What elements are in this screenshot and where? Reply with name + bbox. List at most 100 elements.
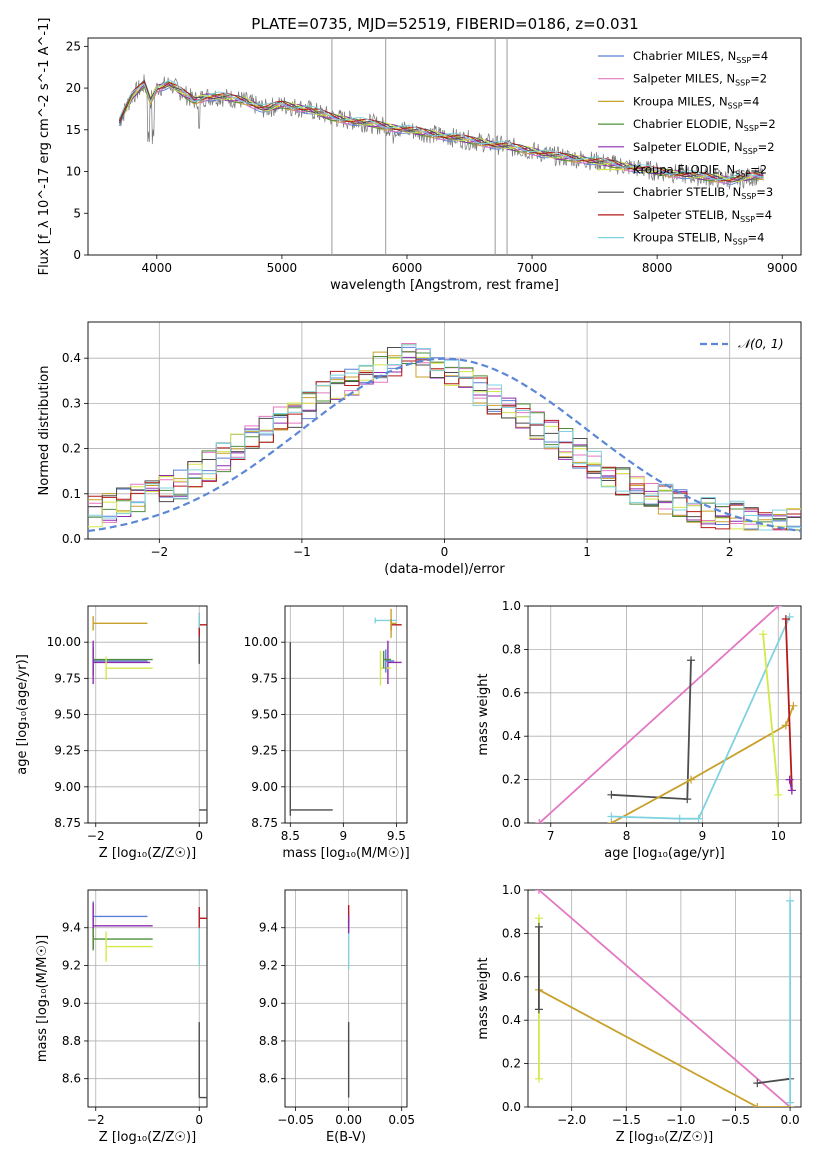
y-tick-label: 10.00 <box>47 635 81 649</box>
model-line <box>118 83 764 182</box>
legend-label: Chabrier ELODIE, NSSP=2 <box>633 117 776 133</box>
y-tick-label: 9.25 <box>54 744 81 758</box>
x-tick-label: −2 <box>87 829 105 843</box>
y-tick-label: 25 <box>66 39 81 53</box>
y-tick-label: 9.2 <box>62 958 81 972</box>
age-vs-metallicity-panel: −2 0 8.75 9.00 9.25 9.50 9.75 10.00 Z [log₁₀(Z/Z… <box>15 605 208 861</box>
y-tick-label: 10 <box>66 165 81 179</box>
x-axis-label: mass [log₁₀(M/M☉)] <box>282 846 409 861</box>
y-tick-label: 9.00 <box>251 780 278 794</box>
weight-marker <box>781 615 790 624</box>
weight-marker <box>535 819 544 823</box>
y-tick-label: 8.8 <box>259 1034 278 1048</box>
weight-marker <box>781 721 790 730</box>
x-tick-label: 0 <box>441 545 449 559</box>
legend-label: Salpeter MILES, NSSP=2 <box>633 72 767 88</box>
y-tick-label: 9.50 <box>54 708 81 722</box>
x-tick-label: 7000 <box>517 261 548 275</box>
y-axis-label: mass weight <box>476 673 491 755</box>
x-tick-label: −2 <box>150 545 168 559</box>
x-tick-label: 8 <box>623 829 631 843</box>
weight-marker <box>683 795 692 804</box>
mass-vs-ebv-panel: −0.05 0.00 0.05 8.6 8.8 9.0 9.2 9.4 E(B-V) <box>259 889 415 1145</box>
weight-marker <box>675 814 684 823</box>
legend-label: Kroupa STELIB, NSSP=4 <box>633 231 764 247</box>
y-tick-label: 9.0 <box>62 996 81 1010</box>
x-tick-label: 4000 <box>142 261 173 275</box>
y-tick-label: 0.4 <box>502 1013 521 1027</box>
axes-frame <box>87 605 208 824</box>
x-tick-label: 8000 <box>642 261 673 275</box>
y-tick-label: 0.6 <box>502 686 521 700</box>
normal-curve-line <box>87 357 802 533</box>
y-axis-label: mass weight <box>476 957 491 1039</box>
x-axis-label: Z [log₁₀(Z/Z☉)] <box>99 846 196 861</box>
x-tick-label: −0.05 <box>277 1113 314 1127</box>
y-tick-label: 8.75 <box>251 816 278 830</box>
legend-label: 𝒩(0, 1) <box>738 336 784 351</box>
weight-marker <box>753 1079 762 1088</box>
y-tick-label: 5 <box>73 206 81 220</box>
x-tick-label: 2 <box>726 545 734 559</box>
x-tick-label: 9 <box>699 829 707 843</box>
x-axis-label: wavelength [Angstrom, rest frame] <box>330 278 559 293</box>
weight-marker <box>753 1103 762 1107</box>
x-tick-label: 5000 <box>267 261 298 275</box>
weight-marker <box>607 812 616 821</box>
y-axis-label: age [log₁₀(age/yr)] <box>15 654 30 775</box>
mass-vs-metallicity-panel: −2 0 8.6 8.8 9.0 9.2 9.4 Z [log₁₀(Z/Z☉)] mass [l… <box>35 889 208 1145</box>
x-axis-label: Z [log₁₀(Z/Z☉)] <box>616 1130 713 1145</box>
axes-frame <box>87 37 802 256</box>
figure-title: PLATE=0735, MJD=52519, FIBERID=0186, z=0… <box>251 15 638 33</box>
x-tick-label: 9000 <box>767 261 798 275</box>
model-line <box>118 80 764 182</box>
legend-label: Kroupa ELODIE, NSSP=2 <box>633 163 767 179</box>
y-tick-label: 10.00 <box>244 635 278 649</box>
weight-marker <box>607 790 616 799</box>
legend-label: Chabrier STELIB, NSSP=3 <box>633 185 773 201</box>
x-axis-label: Z [log₁₀(Z/Z☉)] <box>99 1130 196 1145</box>
massweight-vs-metallicity-panel: −2.0 −1.5 −1.0 −0.5 0.0 0.0 0.2 0.4 0.6 0.8 1.0 Z [… <box>476 883 802 1145</box>
x-tick-label: 1 <box>583 545 591 559</box>
x-tick-label: −2.0 <box>557 1113 586 1127</box>
histogram-step-line <box>88 344 801 531</box>
y-tick-label: 9.50 <box>251 708 278 722</box>
weight-marker <box>786 896 795 905</box>
x-tick-label: −1 <box>293 545 311 559</box>
y-tick-label: 9.75 <box>251 671 278 685</box>
y-tick-label: 0.0 <box>62 532 81 546</box>
x-tick-label: −1.5 <box>612 1113 641 1127</box>
x-tick-label: 0.0 <box>781 1113 800 1127</box>
y-tick-label: 9.25 <box>251 744 278 758</box>
x-tick-label: −1.0 <box>666 1113 695 1127</box>
weight-line <box>757 1077 791 1084</box>
x-tick-label: 7 <box>547 829 555 843</box>
weight-marker <box>534 922 543 931</box>
y-tick-label: 8.6 <box>259 1072 278 1086</box>
y-tick-label: 0.4 <box>502 729 521 743</box>
y-tick-label: 9.4 <box>62 921 81 935</box>
weight-marker <box>687 656 696 665</box>
weight-marker <box>774 606 783 610</box>
y-tick-label: 0.2 <box>62 442 81 456</box>
weight-marker <box>786 1098 795 1107</box>
y-tick-label: 15 <box>66 123 81 137</box>
x-tick-label: −0.5 <box>721 1113 750 1127</box>
weight-line <box>762 634 780 795</box>
x-tick-label: 9.5 <box>387 829 406 843</box>
x-axis-label: E(B-V) <box>326 1130 366 1145</box>
massweight-vs-age-panel: 7 8 9 10 0.0 0.2 0.4 0.6 0.8 1.0 age [log₁₀(age/yr… <box>476 599 802 861</box>
y-tick-label: 0.8 <box>502 926 521 940</box>
axes-frame <box>87 321 802 540</box>
x-axis-label: age [log₁₀(age/yr)] <box>604 846 725 861</box>
y-tick-label: 0.2 <box>502 1057 521 1071</box>
weight-line <box>538 890 791 1107</box>
y-tick-label: 0.0 <box>502 816 521 830</box>
axes-frame <box>527 889 802 1108</box>
x-axis-label: (data-model)/error <box>384 562 505 577</box>
y-tick-label: 0.3 <box>62 396 81 410</box>
weight-marker <box>534 1005 543 1014</box>
x-tick-label: 10 <box>771 829 786 843</box>
model-line <box>118 79 764 181</box>
axes-frame <box>527 605 802 824</box>
